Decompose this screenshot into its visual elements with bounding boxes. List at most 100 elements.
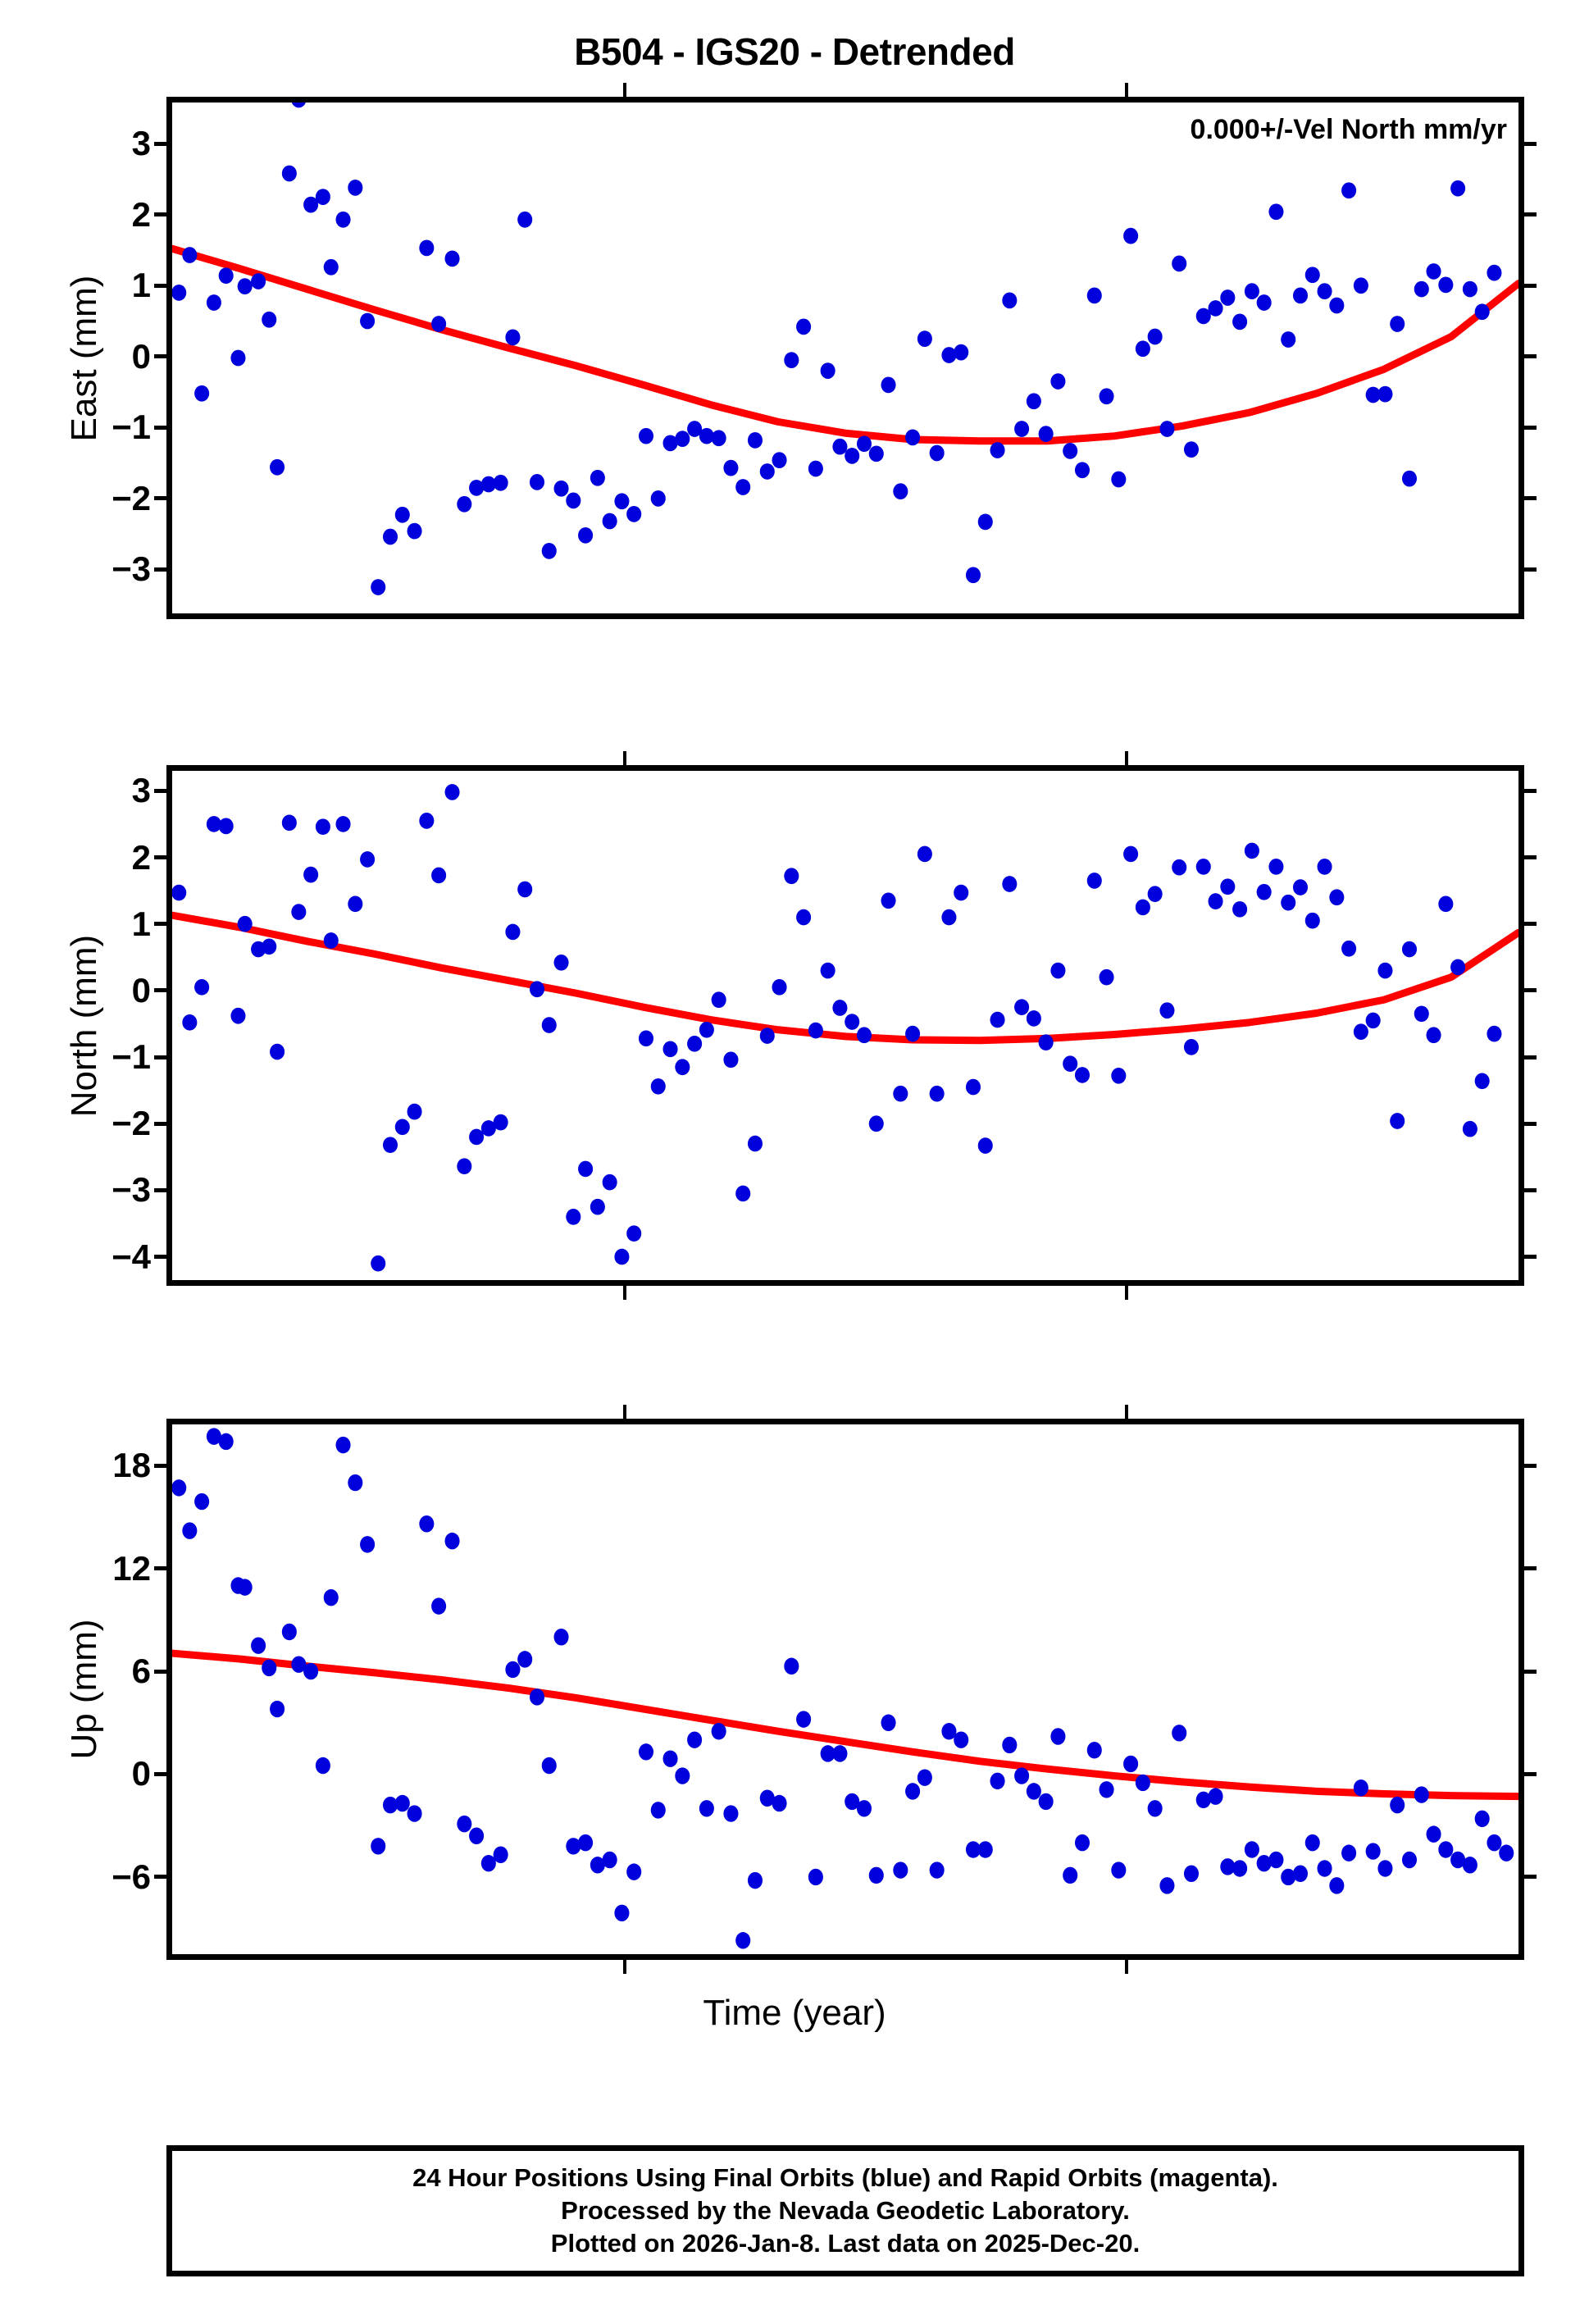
data-point xyxy=(1050,1728,1066,1745)
data-point xyxy=(929,1085,945,1102)
data-point xyxy=(1341,940,1357,957)
data-point xyxy=(1304,267,1320,284)
data-point xyxy=(893,1861,908,1879)
data-point xyxy=(1014,999,1030,1016)
data-point xyxy=(1353,1779,1368,1797)
data-point xyxy=(281,165,297,182)
data-point xyxy=(1135,899,1150,916)
x-tick-mark-top xyxy=(622,751,626,771)
data-point xyxy=(1377,1860,1393,1877)
x-tick-mark-top xyxy=(622,1405,626,1424)
data-point xyxy=(1341,182,1357,199)
data-point xyxy=(820,1745,835,1762)
data-point xyxy=(371,579,386,595)
data-point xyxy=(614,1904,630,1922)
data-point xyxy=(1281,894,1296,911)
data-point xyxy=(1329,297,1345,314)
data-point xyxy=(1317,283,1332,300)
data-point xyxy=(315,1757,330,1775)
y-tick-label: 2 xyxy=(131,837,151,877)
y-tick-label: 6 xyxy=(131,1652,151,1691)
data-point xyxy=(929,1861,945,1879)
data-point xyxy=(965,1841,981,1858)
data-point xyxy=(1208,1788,1223,1805)
data-point xyxy=(566,1209,581,1225)
data-point xyxy=(735,479,751,495)
data-point xyxy=(1159,421,1175,437)
y-tick-label: −3 xyxy=(112,1170,151,1210)
data-point xyxy=(687,421,703,437)
x-tick-mark-bottom xyxy=(1125,1954,1129,1974)
data-point xyxy=(419,813,435,829)
data-point xyxy=(832,438,848,455)
data-point xyxy=(626,1863,642,1880)
y-tick-mark-right xyxy=(1518,283,1537,288)
plot-panel-up: 18 12 6 0 −6 xyxy=(112,1405,1537,1974)
data-point xyxy=(1401,1851,1418,1869)
data-point xyxy=(251,273,266,289)
data-point xyxy=(517,1651,533,1668)
data-point xyxy=(820,362,835,379)
y-tick-mark xyxy=(154,1566,172,1571)
data-point xyxy=(1183,441,1200,458)
y-tick-mark-right xyxy=(1518,141,1537,146)
y-tick-mark xyxy=(154,1255,172,1260)
data-point xyxy=(237,278,253,294)
data-point xyxy=(893,483,908,500)
data-point xyxy=(1063,1055,1078,1073)
y-tick-label: 0 xyxy=(131,336,151,376)
data-point xyxy=(1474,303,1490,321)
y-tick-mark xyxy=(154,141,172,146)
data-point xyxy=(431,1597,447,1615)
y-tick-mark xyxy=(154,212,172,217)
data-point xyxy=(1026,1010,1041,1027)
data-point xyxy=(262,1659,277,1677)
data-point xyxy=(1074,462,1090,479)
data-point xyxy=(990,1772,1005,1790)
data-point xyxy=(230,1007,246,1024)
data-point xyxy=(1159,1877,1175,1894)
data-point xyxy=(1401,470,1418,487)
data-point xyxy=(1195,308,1211,325)
data-point xyxy=(1487,1834,1502,1852)
data-point xyxy=(1365,1843,1381,1860)
data-point xyxy=(1353,277,1368,294)
data-point xyxy=(469,1128,485,1146)
data-point xyxy=(323,932,339,949)
data-point xyxy=(1341,1844,1357,1861)
data-point xyxy=(614,1248,630,1265)
data-point xyxy=(868,445,884,463)
data-point xyxy=(1268,859,1284,875)
y-tick-mark xyxy=(154,1055,172,1059)
data-point xyxy=(1002,292,1018,309)
y-tick-mark-right xyxy=(1518,788,1537,793)
y-tick-mark xyxy=(154,1463,172,1468)
data-point xyxy=(1474,1810,1490,1828)
data-point xyxy=(431,316,447,332)
data-point xyxy=(638,427,654,444)
data-point xyxy=(602,1173,617,1191)
data-point xyxy=(602,1851,617,1869)
data-point xyxy=(687,1035,703,1052)
data-point xyxy=(699,1021,714,1038)
data-point xyxy=(856,435,872,453)
data-point xyxy=(419,1515,435,1533)
data-point xyxy=(845,448,860,464)
data-point xyxy=(1099,388,1114,405)
data-point xyxy=(675,1767,690,1784)
data-point xyxy=(541,1017,557,1033)
data-point xyxy=(977,513,993,531)
data-point xyxy=(172,285,187,301)
y-tick-label: −2 xyxy=(112,1104,151,1143)
data-point xyxy=(1487,264,1502,281)
data-point xyxy=(965,1078,981,1096)
data-point xyxy=(662,435,678,452)
data-point xyxy=(1329,889,1345,906)
y-tick-mark-right xyxy=(1518,1875,1537,1880)
data-point xyxy=(868,1115,884,1132)
data-point xyxy=(1450,180,1466,197)
data-point xyxy=(590,1857,605,1874)
data-point xyxy=(954,1731,969,1748)
data-point xyxy=(662,1041,678,1058)
